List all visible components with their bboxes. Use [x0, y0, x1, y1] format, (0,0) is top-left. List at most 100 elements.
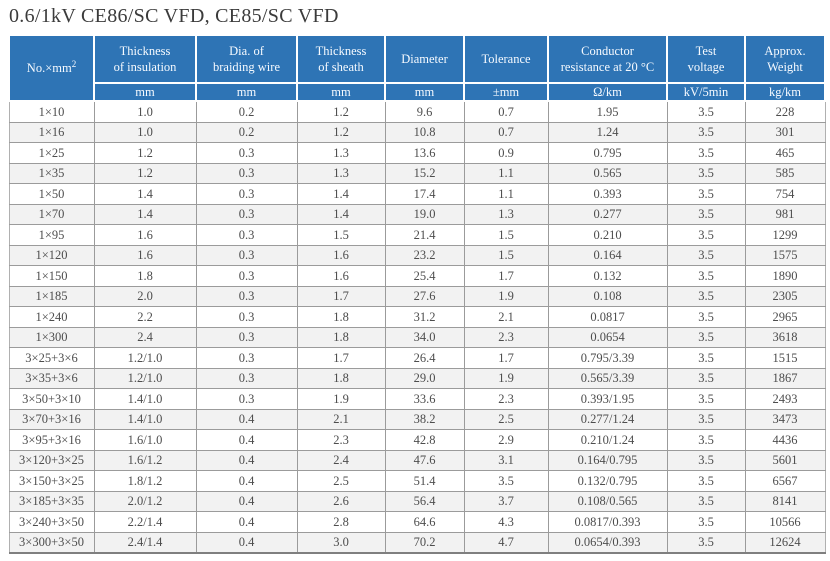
table-cell: 3.5 [666, 511, 746, 533]
table-cell: 3×70+3×16 [8, 408, 95, 431]
table-cell: 4.3 [463, 511, 549, 533]
table-cell: 1.5 [296, 224, 386, 246]
table-cell: 3.5 [666, 367, 746, 390]
col-header-conductor-resistance: Conductor resistance at 20 °C [547, 34, 668, 84]
table-cell: 3.5 [666, 347, 746, 369]
table-row: 3×240+3×50 2.2/1.4 0.4 2.8 64.6 4.3 0.0817/0.3… [8, 511, 826, 533]
table-row: 1×300 2.4 0.3 1.8 34.0 2.3 0.0654 3.5 3618 [8, 326, 826, 349]
table-row: 3×25+3×6 1.2/1.0 0.3 1.7 26.4 1.7 0.795/3.39 3.… [8, 347, 826, 369]
table-cell: 1×240 [8, 306, 95, 328]
table-cell: 1.4/1.0 [93, 408, 197, 431]
table-cell: 1.1 [463, 183, 549, 205]
table-cell: 1890 [744, 265, 826, 287]
table-cell: 64.6 [384, 511, 465, 533]
table-cell: 1×185 [8, 285, 95, 308]
table-cell: 0.3 [195, 244, 298, 267]
table-cell: 0.795 [547, 142, 668, 164]
col-header-size-superscript: 2 [71, 59, 77, 70]
table-row: 3×35+3×6 1.2/1.0 0.3 1.8 29.0 1.9 0.565/3.39 3.… [8, 367, 826, 390]
table-cell: 3.5 [666, 490, 746, 513]
table-cell: 3.5 [666, 306, 746, 328]
col-header-approx-weight: Approx. Weight [744, 34, 826, 84]
table-cell: 3×185+3×35 [8, 490, 95, 513]
unit-insulation-thickness: mm [93, 81, 197, 103]
table-row: 3×120+3×25 1.6/1.2 0.4 2.4 47.6 3.1 0.164/0.79… [8, 449, 826, 472]
table-cell: 1.6 [296, 244, 386, 267]
table-cell: 15.2 [384, 162, 465, 185]
table-cell: 1.2 [296, 121, 386, 144]
table-cell: 2.8 [296, 511, 386, 533]
table-row: 1×95 1.6 0.3 1.5 21.4 1.5 0.210 3.5 1299 [8, 224, 826, 246]
table-cell: 3.5 [666, 244, 746, 267]
col-header-size: No.×mm2 [8, 33, 95, 103]
header-unit-row: mm mm mm mm ±mm Ω/km kV/5min kg/km [9, 81, 826, 103]
table-cell: 0.108 [547, 285, 668, 308]
table-cell: 1×300 [8, 326, 95, 349]
table-row: 3×300+3×50 2.4/1.4 0.4 3.0 70.2 4.7 0.0654/0.3… [8, 531, 826, 555]
table-cell: 0.164 [547, 244, 668, 267]
header-label-row: No.×mm2 Thickness of insulation Dia. of … [8, 33, 826, 103]
table-cell: 9.6 [384, 100, 465, 123]
table-cell: 3.5 [666, 470, 746, 492]
table-cell: 1299 [744, 224, 826, 246]
table-cell: 0.164/0.795 [547, 449, 668, 472]
table-cell: 0.3 [195, 347, 298, 369]
table-cell: 1.1 [463, 162, 549, 185]
table-cell: 3.5 [666, 449, 746, 472]
table-cell: 38.2 [384, 408, 465, 431]
table-cell: 2.5 [296, 470, 386, 492]
table-cell: 3.5 [666, 531, 746, 555]
table-cell: 2493 [744, 388, 826, 410]
table-cell: 0.4 [195, 449, 298, 472]
table-cell: 3.5 [666, 203, 746, 226]
table-cell: 8141 [744, 490, 826, 513]
table-cell: 2.1 [296, 408, 386, 431]
table-cell: 1.6 [93, 244, 197, 267]
table-cell: 1.3 [463, 203, 549, 226]
table-cell: 0.2 [195, 100, 298, 123]
table-cell: 2.5 [463, 408, 549, 431]
table-cell: 0.3 [195, 388, 298, 410]
table-row: 3×185+3×35 2.0/1.2 0.4 2.6 56.4 3.7 0.108/0.56… [8, 490, 826, 513]
table-cell: 2.2 [93, 306, 197, 328]
unit-conductor-resistance: Ω/km [547, 81, 668, 103]
table-cell: 56.4 [384, 490, 465, 513]
table-cell: 1.6/1.0 [93, 429, 197, 451]
table-cell: 1.2 [93, 142, 197, 164]
table-cell: 21.4 [384, 224, 465, 246]
table-cell: 0.565/3.39 [547, 367, 668, 390]
table-cell: 1.8 [296, 367, 386, 390]
table-cell: 2.0 [93, 285, 197, 308]
table-cell: 1.6 [296, 265, 386, 287]
table-cell: 1.8 [296, 326, 386, 349]
table-cell: 3×150+3×25 [8, 470, 95, 492]
table-cell: 2.0/1.2 [93, 490, 197, 513]
table-cell: 1.0 [93, 121, 197, 144]
table-cell: 0.3 [195, 265, 298, 287]
table-cell: 1.7 [296, 347, 386, 369]
table-cell: 1.8/1.2 [93, 470, 197, 492]
table-cell: 1575 [744, 244, 826, 267]
table-cell: 0.4 [195, 490, 298, 513]
table-cell: 29.0 [384, 367, 465, 390]
table-cell: 3.5 [666, 429, 746, 451]
table-cell: 0.132 [547, 265, 668, 287]
table-cell: 0.7 [463, 121, 549, 144]
table-cell: 1.6 [93, 224, 197, 246]
table-row: 1×10 1.0 0.2 1.2 9.6 0.7 1.95 3.5 228 [8, 100, 826, 123]
table-cell: 465 [744, 142, 826, 164]
table-cell: 0.4 [195, 408, 298, 431]
table-cell: 3×35+3×6 [8, 367, 95, 390]
table-cell: 585 [744, 162, 826, 185]
table-cell: 1.4 [93, 203, 197, 226]
table-cell: 3.5 [666, 326, 746, 349]
table-row: 3×70+3×16 1.4/1.0 0.4 2.1 38.2 2.5 0.277/1.24 3… [8, 408, 826, 431]
table-cell: 2.4 [93, 326, 197, 349]
table-cell: 0.3 [195, 285, 298, 308]
table-row: 1×185 2.0 0.3 1.7 27.6 1.9 0.108 3.5 2305 [8, 285, 826, 308]
table-row: 1×16 1.0 0.2 1.2 10.8 0.7 1.24 3.5 301 [8, 121, 826, 144]
table-cell: 1.4 [296, 203, 386, 226]
table-cell: 2.6 [296, 490, 386, 513]
table-cell: 0.565 [547, 162, 668, 185]
table-cell: 228 [744, 100, 826, 123]
